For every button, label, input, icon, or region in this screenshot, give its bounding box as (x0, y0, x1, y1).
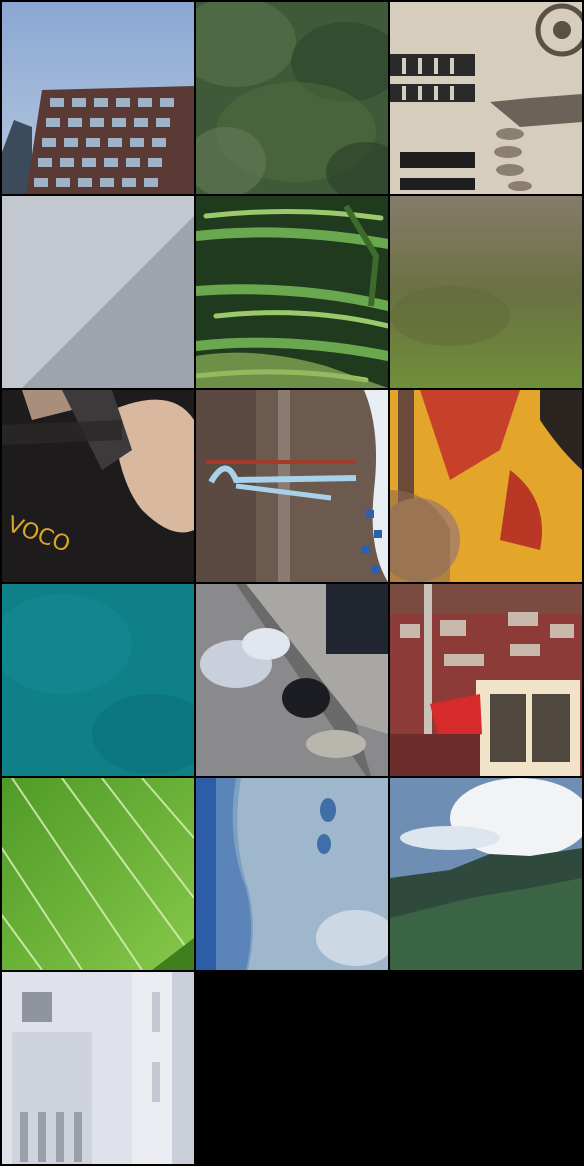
tile-turquoise-water (2, 584, 194, 776)
blurred-foliage-image (196, 2, 388, 194)
tile-orange-fabric-bag (390, 390, 582, 582)
bag-arm-image: VOCO (2, 390, 194, 582)
tile-blurred-foliage (196, 2, 388, 194)
white-building-image (2, 972, 194, 1164)
blurred-green-brown-image (390, 196, 582, 388)
string-wood-image (196, 390, 388, 582)
building-windows-image (2, 2, 194, 194)
tile-white-building-detail (2, 972, 194, 1164)
tile-ornate-stone-facade (390, 2, 582, 194)
turquoise-water-image (2, 584, 194, 776)
empty-tile-1 (196, 972, 388, 1164)
mountain-ridge-image (390, 778, 582, 970)
stone-facade-image (390, 2, 582, 194)
tile-bag-and-arm: VOCO (2, 390, 194, 582)
red-houses-image (390, 584, 582, 776)
tile-blurred-green-brown (390, 196, 582, 388)
tile-blue-ice (196, 778, 388, 970)
tile-debris-on-curb (196, 584, 388, 776)
tile-building-windows-sky (2, 2, 194, 194)
wheat-leaves-image (196, 196, 388, 388)
green-leaf-image (2, 778, 194, 970)
blue-ice-image (196, 778, 388, 970)
tile-grey-wall-corner (2, 196, 194, 388)
tile-green-wheat-leaves (196, 196, 388, 388)
empty-tile-2 (390, 972, 582, 1164)
grey-wall-image (2, 196, 194, 388)
tile-red-hillside-houses (390, 584, 582, 776)
debris-curb-image (196, 584, 388, 776)
orange-fabric-image (390, 390, 582, 582)
tile-white-string-wood (196, 390, 388, 582)
tile-green-leaf-veins (2, 778, 194, 970)
tile-mountain-ridge (390, 778, 582, 970)
